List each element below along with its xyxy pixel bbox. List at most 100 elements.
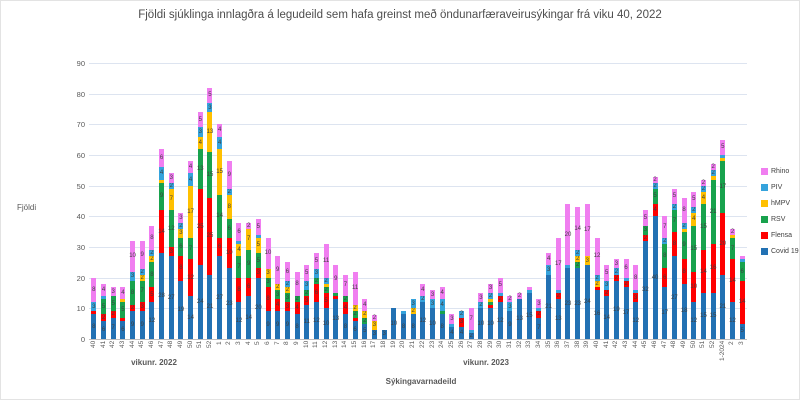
segment-value-label: 6 (121, 326, 125, 333)
segment-value-label: 7 (111, 325, 115, 332)
bar-segment-rsv: 9 (159, 182, 165, 211)
segment-value-label: 4 (450, 329, 454, 336)
bar-segment-hmpv: 3 (584, 256, 590, 266)
legend: Rhino PIV hMPV RSV Flensa Covid 19 (761, 168, 799, 264)
segment-value-label: 6 (285, 268, 290, 275)
gridline-80 (89, 93, 747, 95)
segment-value-label: 2 (624, 280, 628, 287)
bar-segment-piv (623, 277, 629, 281)
segment-value-label: 5 (721, 144, 725, 151)
segment-value-label: 2 (169, 182, 173, 189)
segment-value-label: 14 (574, 225, 581, 232)
segment-value-label: 13 (206, 129, 214, 136)
bar-segment-rsv (333, 293, 339, 297)
bar-segment-rsv: 14 (216, 194, 223, 238)
x-tick-label-41-53: 41 (602, 341, 610, 349)
bar-segment-covid-19: 6 (101, 320, 106, 339)
segment-value-label: 3 (198, 129, 202, 136)
segment-value-label: 3 (450, 316, 454, 323)
segment-value-label: 14 (216, 213, 223, 220)
segment-value-label: 10 (477, 320, 485, 327)
bar-segment-flensa: 8 (671, 231, 677, 257)
segment-value-label: 2 (498, 296, 502, 303)
segment-value-label: 2 (246, 222, 251, 229)
bar-week-20-32: 8 (400, 311, 406, 339)
bar-week-2-66: 12 14 7 2 (729, 228, 736, 339)
bar-segment-rsv: 5 (255, 253, 261, 269)
segment-value-label: 3 (546, 267, 551, 274)
bar-segment-rhino: 2 (710, 164, 716, 171)
bar-segment-piv: 2 (613, 268, 619, 275)
bar-segment-rsv: 17 (719, 161, 726, 214)
segment-value-label: 2 (653, 176, 657, 183)
bar-segment-piv: 2 (575, 250, 581, 257)
bar-segment-hmpv (720, 158, 726, 162)
bar-segment-flensa: 2 (497, 296, 503, 303)
segment-value-label: 5 (324, 297, 328, 304)
segment-value-label: 10 (429, 320, 436, 327)
bar-segment-covid-19: 9 (507, 311, 513, 339)
bar-segment-rhino: 6 (159, 148, 165, 168)
bar-week-50-10: 14 12 7 17 4 4 (187, 161, 194, 339)
x-group-label-2022: vikunr. 2022 (131, 358, 177, 367)
bar-segment-rsv: 15 (700, 204, 707, 251)
bar-segment-flensa: 10 (226, 237, 233, 269)
bar-segment-rsv: 7 (236, 256, 242, 278)
legend-label: Covid 19 (771, 248, 799, 255)
segment-value-label: 4 (121, 290, 125, 297)
segment-value-label: 2 (701, 179, 706, 186)
bar-week-42-2: 7 2 5 3 (110, 286, 116, 339)
segment-value-label: 3 (92, 303, 96, 310)
segment-value-label: 2 (595, 274, 599, 281)
x-tick-label-35-47: 35 (544, 341, 552, 349)
segment-value-label: 8 (237, 286, 241, 293)
segment-value-label: 9 (276, 322, 280, 329)
segment-value-label: 6 (101, 326, 106, 333)
x-tick-label-37-49: 37 (563, 341, 571, 349)
segment-value-label: 3 (605, 282, 609, 289)
segment-value-label: 9 (246, 260, 251, 267)
x-tick-label-42-54: 42 (612, 341, 620, 349)
bar-segment-piv: 3 (207, 102, 213, 113)
segment-value-label: 9 (140, 251, 144, 258)
segment-value-label: 6 (237, 228, 241, 235)
segment-value-label: 13 (516, 316, 523, 323)
bar-segment-flensa (333, 296, 339, 300)
bar-segment-piv: 2 (691, 207, 697, 214)
y-tick-label-50: 50 (76, 181, 85, 191)
bar-segment-rsv (488, 302, 494, 306)
segment-value-label: 2 (285, 286, 290, 293)
bar-segment-covid-19: 19 (613, 280, 620, 339)
bar-segment-flensa: 14 (700, 250, 707, 293)
segment-value-label: 7 (140, 288, 144, 295)
bar-segment-piv (101, 296, 106, 300)
bar-segment-piv (236, 240, 242, 244)
x-tick-label-3-15: 3 (234, 341, 242, 345)
segment-value-label: 7 (237, 263, 241, 270)
bar-segment-rhino: 4 (188, 161, 194, 174)
segment-value-label: 2 (672, 204, 677, 211)
bar-segment-hmpv: 2 (275, 283, 281, 290)
segment-value-label: 7 (730, 245, 735, 252)
segment-value-label: 8 (295, 280, 299, 287)
bar-segment-piv: 3 (197, 127, 203, 137)
bar-segment-covid-19: 6 (352, 320, 358, 339)
segment-value-label: 4 (276, 302, 280, 309)
x-tick-label-5-17: 5 (254, 341, 262, 345)
segment-value-label: 3 (208, 104, 212, 111)
segment-value-label: 2 (295, 296, 299, 303)
segment-value-label: 2 (488, 293, 493, 300)
segment-value-label: 3 (179, 214, 183, 221)
segment-value-label: 2 (614, 268, 619, 275)
bar-week-28-40: 10 2 3 (477, 293, 485, 339)
bar-segment-hmpv: 2 (149, 256, 155, 263)
segment-value-label: 12 (235, 317, 243, 324)
segment-value-label: 3 (537, 300, 541, 307)
bar-segment-flensa: 20 (719, 213, 726, 275)
segment-value-label: 15 (700, 224, 707, 231)
segment-value-label: 2 (411, 308, 415, 315)
x-tick-label-44-56: 44 (631, 341, 639, 349)
bar-segment-piv: 3 (313, 268, 319, 278)
segment-value-label: 21 (545, 303, 552, 310)
